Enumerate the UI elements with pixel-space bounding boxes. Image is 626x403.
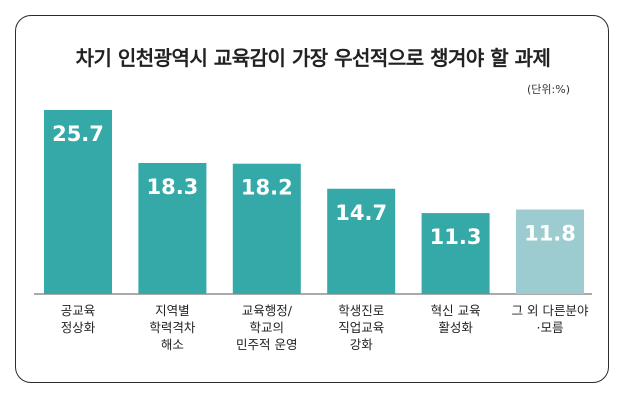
bar-2 bbox=[138, 162, 207, 294]
category-label-6: 그 외 다른분야 ·모름 bbox=[512, 303, 589, 335]
category-label-line: 정상화 bbox=[61, 320, 96, 335]
category-label-line: 교육행정/ bbox=[242, 303, 293, 318]
bar-value-label-5: 11.3 bbox=[430, 225, 482, 249]
bar-5 bbox=[421, 213, 490, 294]
category-label-line: 직업교육 bbox=[338, 320, 384, 335]
bar-1 bbox=[44, 110, 112, 294]
unit-label: (단위:%) bbox=[527, 83, 570, 96]
category-label-line: ·모름 bbox=[537, 320, 564, 335]
bar-6 bbox=[516, 209, 584, 294]
bar-value-label-1: 25.7 bbox=[52, 122, 104, 146]
category-label-line: 학생진로 bbox=[338, 303, 384, 318]
category-label-line: 해소 bbox=[161, 337, 184, 352]
bar-value-label-3: 18.2 bbox=[241, 176, 293, 200]
bar-value-label-4: 14.7 bbox=[335, 201, 387, 225]
bar-4 bbox=[327, 188, 396, 294]
bar-value-label-6: 11.8 bbox=[524, 222, 576, 246]
category-label-line: 학력격차 bbox=[149, 320, 196, 335]
bar-3 bbox=[232, 163, 301, 294]
category-label-line: 지역별 bbox=[155, 303, 190, 318]
category-label-line: 활성화 bbox=[438, 320, 473, 335]
category-label-line: 그 외 다른분야 bbox=[512, 303, 589, 318]
category-label-line: 강화 bbox=[350, 337, 374, 352]
bar-value-label-2: 18.3 bbox=[146, 175, 198, 199]
category-label-line: 민주적 운영 bbox=[236, 337, 297, 352]
category-label-line: 혁신 교육 bbox=[431, 303, 481, 318]
chart-title: 차기 인천광역시 교육감이 가장 우선적으로 챙겨야 할 과제 bbox=[75, 46, 551, 70]
category-label-line: 학교의 bbox=[250, 320, 285, 335]
chart-frame bbox=[15, 15, 609, 383]
category-label-line: 공교육 bbox=[61, 303, 96, 318]
